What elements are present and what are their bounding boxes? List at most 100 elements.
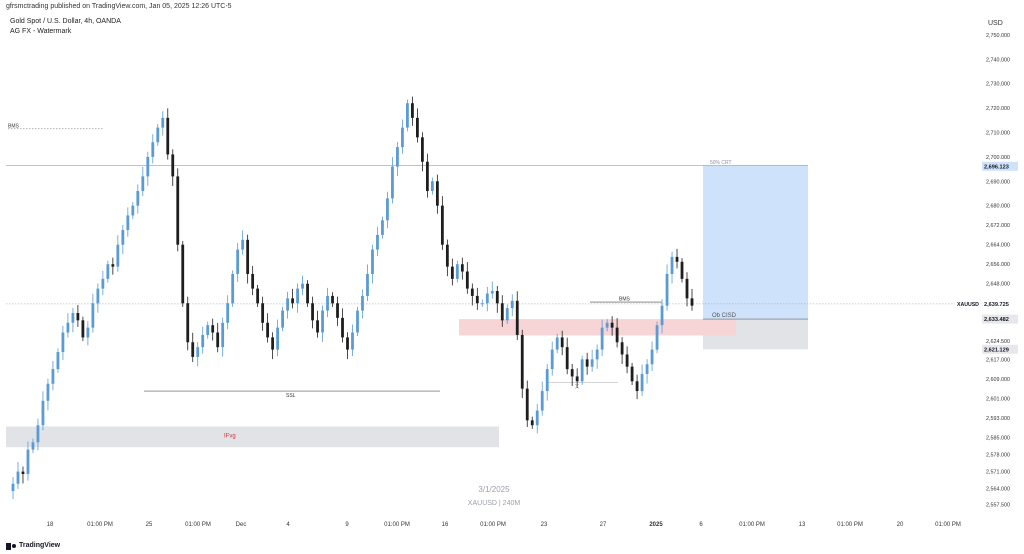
candle-body (91, 303, 95, 328)
candle-body (151, 142, 155, 157)
candle-body (226, 303, 230, 323)
ifvg-label[interactable]: IFvg (224, 433, 236, 439)
candle-body (11, 483, 15, 492)
candle-body (21, 471, 25, 475)
candle-body (236, 249, 240, 274)
x-tick-label: 9 (345, 522, 349, 528)
y-tick-label: 2,680.000 (986, 204, 1010, 210)
x-tick-label: 13 (799, 522, 806, 528)
ifvg-zone[interactable] (6, 426, 499, 448)
candle-body (51, 369, 55, 384)
candle-body (376, 234, 379, 250)
current-price-tag-bg (982, 299, 1018, 309)
x-tick-label: Dec (236, 522, 247, 528)
candle-body (261, 303, 265, 323)
x-tick-label: 23 (541, 522, 548, 528)
candle-body (615, 327, 619, 343)
bms-left-label[interactable]: BMS (8, 123, 20, 129)
candle-body (585, 359, 589, 367)
x-mark-label[interactable]: X (575, 385, 579, 391)
candle-body (460, 264, 464, 272)
price-tag-top[interactable]: 2,696.123 (984, 164, 1009, 170)
candle-body (381, 220, 384, 235)
candle-body (26, 449, 30, 475)
y-tick-label: 2,720.000 (986, 106, 1010, 112)
x-tick-label: 2025 (649, 522, 663, 528)
candle-body (540, 391, 544, 411)
candle-body (191, 342, 195, 357)
crt-label[interactable]: 50% CRT (710, 160, 732, 166)
y-tick-label: 2,664.000 (986, 243, 1010, 249)
candle-body (515, 300, 519, 335)
candle-body (31, 442, 35, 450)
candle-body (306, 283, 309, 304)
candle-body (595, 349, 599, 360)
bms-right-label[interactable]: BMS (619, 297, 631, 303)
candle-body (685, 278, 689, 299)
candle-body (46, 383, 50, 401)
y-tick-label: 2,593.000 (986, 416, 1010, 422)
x-tick-label: 01:00 PM (185, 522, 211, 528)
current-symbol-tag[interactable]: XAUUSD (957, 302, 979, 308)
price-tag-low[interactable]: 2,621.129 (984, 347, 1009, 353)
candle-body (296, 288, 299, 304)
target-zone[interactable] (703, 165, 808, 320)
chart-legend: Gold Spot / U.S. Dollar, 4h, OANDA AG FX… (10, 17, 121, 37)
indicator-line[interactable]: AG FX - Watermark (10, 28, 72, 35)
y-tick-label: 2,578.000 (986, 452, 1010, 458)
y-tick-label: 2,601.000 (986, 396, 1010, 402)
tradingview-logo[interactable]: TradingView (6, 538, 60, 554)
price-tag-top-bg (982, 161, 1018, 171)
candle-body (251, 273, 255, 289)
candle-body (336, 303, 339, 318)
candle-body (480, 303, 484, 305)
candle-body (41, 400, 45, 426)
candle-body (156, 127, 160, 143)
x-tick-label: 25 (146, 522, 153, 528)
candle-body (560, 337, 564, 348)
candle-body (525, 388, 529, 421)
ssl-label[interactable]: SSL (286, 393, 296, 399)
currency-label[interactable]: USD (988, 20, 1003, 27)
candle-body (520, 334, 524, 389)
symbol-line[interactable]: Gold Spot / U.S. Dollar, 4h, OANDA (10, 18, 121, 25)
current-price-tag[interactable]: 2,639.725 (984, 302, 1009, 308)
y-tick-label: 2,750.000 (986, 33, 1010, 39)
candle-body (386, 198, 389, 221)
candle-body (106, 264, 110, 279)
candle-body (86, 327, 90, 338)
candle-body (545, 369, 549, 392)
candle-body (271, 337, 275, 350)
candle-body (326, 295, 329, 311)
candle-body (101, 278, 105, 289)
candle-body (186, 303, 190, 343)
candle-body (81, 320, 85, 338)
candle-body (111, 264, 115, 267)
candle-body (366, 273, 369, 296)
candle-body (136, 191, 140, 206)
candle-body (221, 322, 225, 348)
price-chart[interactable]: BMS 50% CRT SSL IFvg BMS Ob CISD X 3/1/2025 XAUU… (0, 14, 1024, 542)
candle-body (66, 322, 70, 333)
candle-body (311, 303, 314, 321)
y-tick-label: 2,700.000 (986, 155, 1010, 161)
candle-body (670, 256, 674, 274)
candle-body (625, 354, 629, 367)
chart-area[interactable]: BMS 50% CRT SSL IFvg BMS Ob CISD X 3/1/2025 XAUU… (0, 14, 1024, 542)
ob-cisd-zone[interactable] (459, 319, 736, 336)
x-tick-label: 01:00 PM (384, 522, 410, 528)
candle-body (535, 410, 539, 426)
published-header: gfrsmctrading published on TradingView.c… (6, 3, 232, 10)
price-tag-mid[interactable]: 2,633.482 (984, 317, 1009, 323)
y-tick-label: 2,557.500 (986, 503, 1010, 509)
ob-cisd-label[interactable]: Ob CISD (712, 313, 737, 319)
candle-body (36, 425, 40, 443)
y-tick-label: 2,740.000 (986, 57, 1010, 63)
candle-body (401, 127, 404, 148)
x-tick-label: 20 (897, 522, 904, 528)
candle-body (425, 161, 429, 192)
candle-body (176, 176, 180, 245)
candle-body (435, 181, 439, 206)
candle-body (640, 373, 644, 392)
candle-body (590, 359, 594, 367)
